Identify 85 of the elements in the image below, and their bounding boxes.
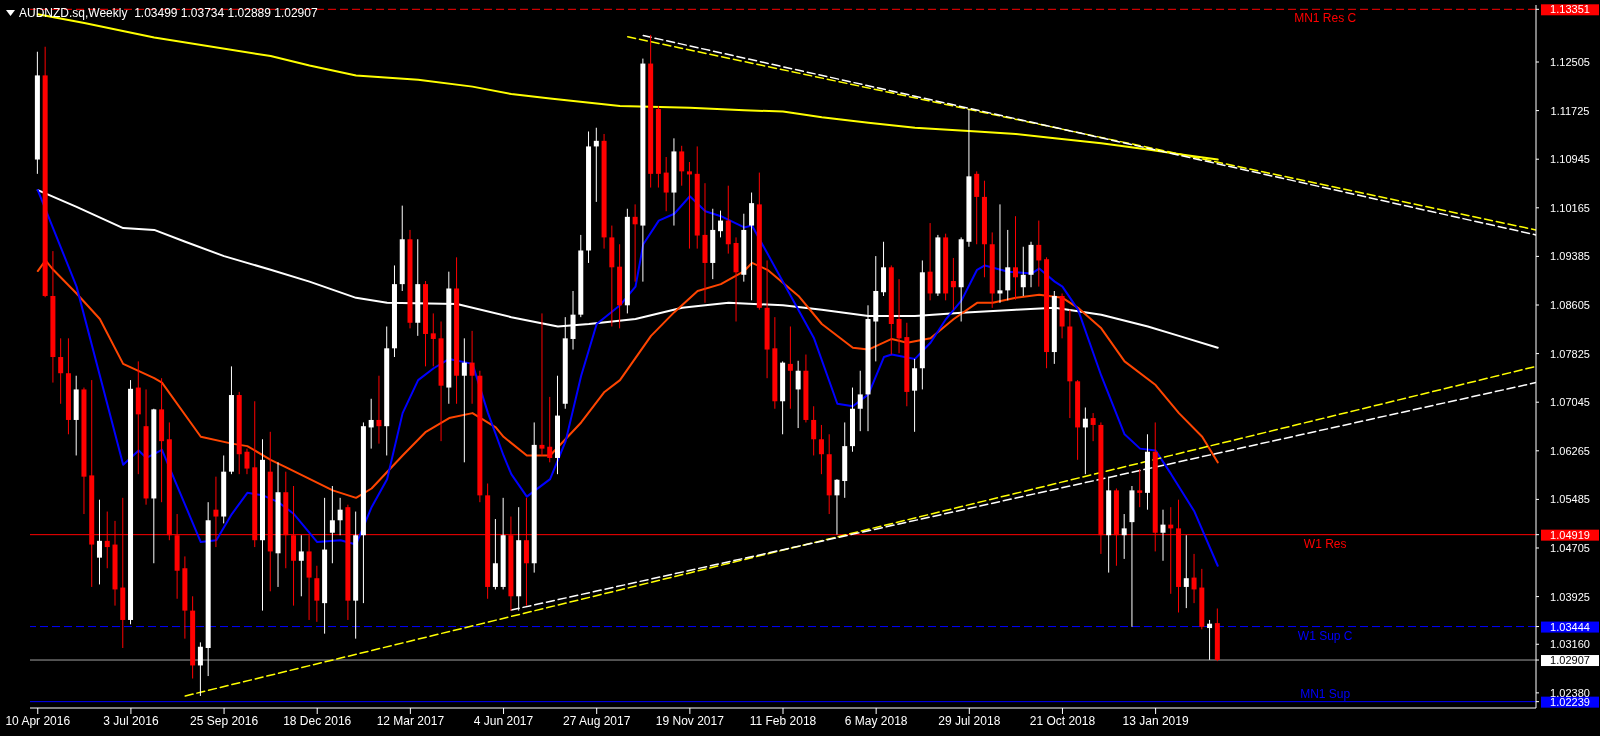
candlestick (787, 326, 793, 410)
ref-line-label: W1 Sup C (1297, 628, 1353, 643)
candlestick (749, 192, 755, 301)
candlestick (376, 375, 382, 445)
y-tick-label: 1.10945 (1550, 153, 1590, 166)
candlestick (539, 312, 545, 456)
y-tick-label: 1.02907 (1550, 654, 1590, 667)
candlestick (896, 278, 902, 354)
y-tick-label: 1.04705 (1550, 542, 1590, 554)
y-tick-label: 1.07045 (1550, 396, 1590, 409)
ref-line-label: MN1 Res C (1294, 11, 1357, 26)
x-tick-label: 3 Jul 2016 (103, 713, 159, 728)
candlestick (1036, 220, 1042, 288)
x-tick-label: 13 Jan 2019 (1122, 713, 1189, 728)
candlestick (1082, 407, 1088, 475)
y-tick-label: 1.03444 (1550, 620, 1590, 633)
candlestick (663, 156, 669, 212)
candlestick (811, 405, 817, 456)
x-tick-label: 29 Jul 2018 (938, 713, 1001, 728)
y-tick-label: 1.09385 (1550, 250, 1590, 263)
x-tick-label: 18 Dec 2016 (283, 713, 352, 728)
candlestick (679, 145, 685, 187)
candlestick (912, 358, 918, 433)
y-tick-label: 1.05485 (1550, 493, 1590, 506)
candlestick (1191, 553, 1197, 604)
candlestick (58, 337, 64, 405)
line-series (36, 259, 1219, 499)
candlestick (197, 641, 203, 697)
y-tick-label: 1.02380 (1550, 686, 1590, 699)
candlestick (430, 312, 436, 367)
y-tick-label: 1.13351 (1550, 3, 1590, 16)
candlestick (1137, 468, 1143, 508)
y-tick-label: 1.03925 (1550, 590, 1590, 603)
candlestick (298, 534, 304, 597)
candlestick (337, 497, 343, 536)
candlestick (818, 424, 824, 475)
y-tick-label: 1.08605 (1550, 299, 1590, 311)
candlestick (1013, 215, 1019, 301)
y-tick-label: 1.03160 (1550, 638, 1590, 651)
candlestick (834, 478, 840, 536)
candlestick (492, 518, 498, 590)
candlestick (1020, 246, 1026, 297)
candlestick (1207, 619, 1213, 661)
ref-line-label: W1 Res (1303, 536, 1347, 551)
candlestick (686, 161, 692, 250)
candlestick (1160, 509, 1166, 562)
candlestick (632, 203, 638, 283)
candlestick (329, 485, 335, 564)
candlestick (997, 203, 1003, 304)
x-tick-label: 21 Oct 2018 (1029, 713, 1096, 728)
x-tick-label: 25 Sep 2016 (190, 713, 259, 728)
y-tick-label: 1.10165 (1550, 201, 1590, 214)
candlestick (857, 370, 863, 432)
y-tick-label: 1.04919 (1550, 528, 1590, 541)
candlestick (1183, 534, 1189, 609)
x-tick-label: 6 May 2018 (844, 713, 908, 728)
candlestick (314, 565, 320, 623)
ref-line-label: MN1 Sup (1300, 686, 1351, 701)
candlestick (950, 257, 956, 311)
candlestick (469, 330, 475, 405)
x-tick-label: 4 Jun 2017 (473, 713, 534, 728)
candlestick (96, 499, 102, 585)
candlestick (547, 396, 553, 463)
x-tick-label: 10 Apr 2016 (5, 713, 71, 728)
candlestick (244, 448, 250, 475)
y-tick-label: 1.12505 (1550, 56, 1590, 69)
candlestick (974, 170, 980, 245)
y-tick-label: 1.06265 (1550, 444, 1590, 457)
candlestick (1005, 229, 1011, 301)
candlestick (461, 337, 467, 463)
candlestick (368, 398, 374, 450)
chart-title: AUDNZD.sq,Weekly 1.03499 1.03734 1.02889 1.02907 (19, 6, 318, 20)
candlestick (927, 222, 933, 301)
x-tick-label: 11 Feb 2018 (749, 713, 817, 728)
x-tick-label: 19 Nov 2017 (655, 713, 725, 728)
candlestick (718, 210, 724, 238)
candlestick (725, 185, 731, 255)
candlestick (1090, 412, 1096, 442)
x-tick-label: 12 Mar 2017 (376, 713, 445, 728)
candlestick (1121, 513, 1127, 560)
x-tick-label: 27 Aug 2017 (562, 713, 631, 728)
y-tick-label: 1.07825 (1550, 347, 1590, 360)
y-tick-label: 1.11725 (1550, 104, 1590, 117)
line-series (36, 189, 1219, 567)
candlestick (795, 360, 801, 429)
